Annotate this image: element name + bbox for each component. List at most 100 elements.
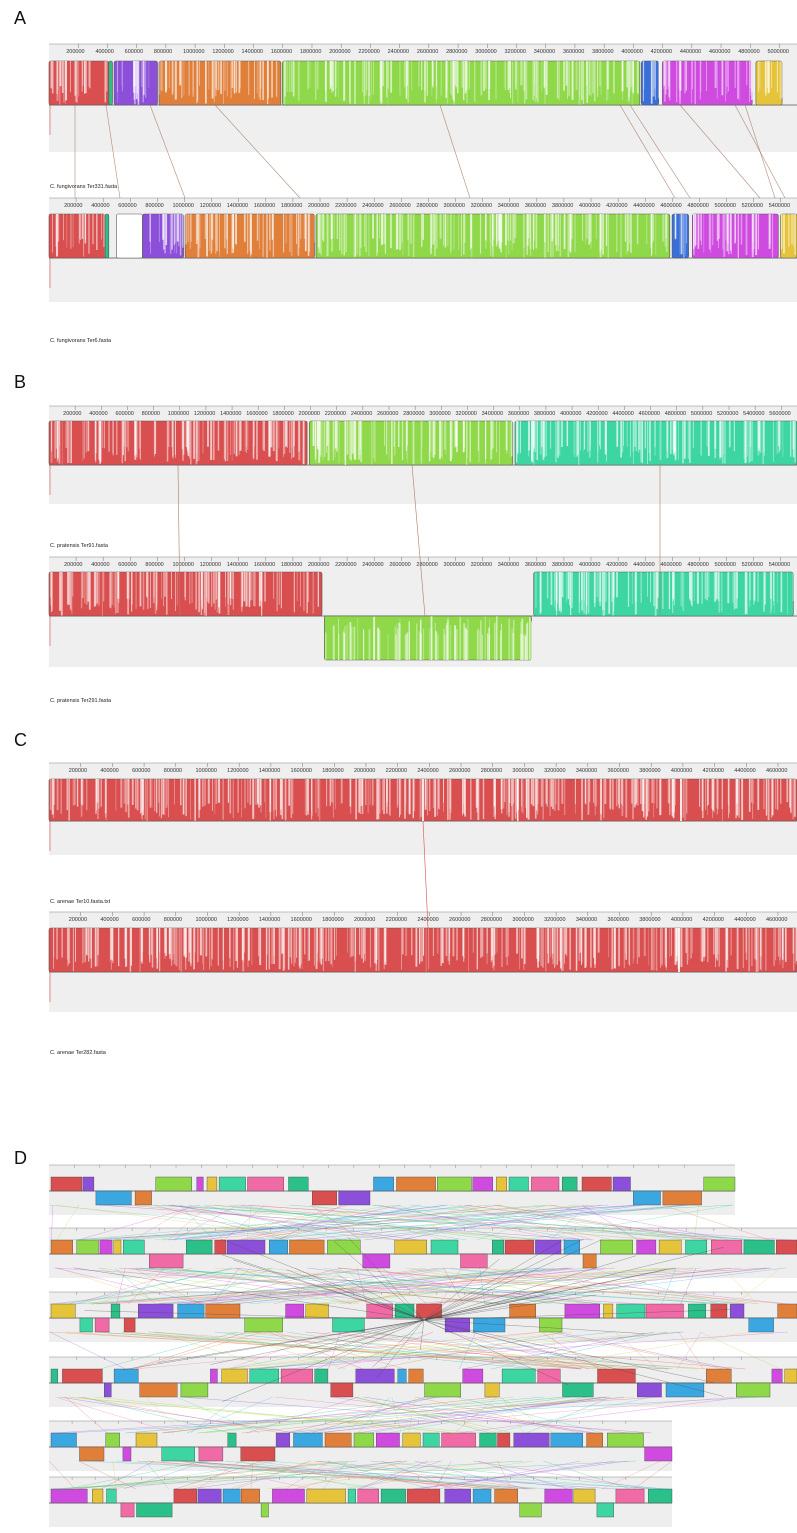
tick-label: 3800000 [592,49,613,55]
lcb-connector [408,1396,416,1434]
similarity-line [646,779,649,817]
similarity-line [476,928,478,970]
similarity-line [334,421,337,449]
lcb-connector [210,1319,425,1365]
similarity-line [218,572,221,614]
lcb-connector [381,1460,454,1490]
similarity-line [211,214,213,253]
lcb-block [362,1253,391,1269]
similarity-line [493,779,496,807]
similarity-line [372,421,374,459]
similarity-line [794,214,796,255]
similarity-line [638,928,640,958]
similarity-line [764,61,767,93]
similarity-line [645,779,647,820]
similarity-line [105,779,107,821]
similarity-line [223,61,224,104]
similarity-line [492,928,494,968]
similarity-line [781,61,783,98]
lcb-connector [363,1396,596,1434]
similarity-line [304,928,306,955]
similarity-line [621,421,624,453]
similarity-line [219,214,220,257]
similarity-line [198,779,200,818]
similarity-line [530,779,533,805]
similarity-line [597,61,599,98]
lcb-block [79,1317,93,1333]
tick-label: 4600000 [660,562,681,568]
lcb-block [327,1239,361,1255]
similarity-line [326,421,329,446]
similarity-line [367,779,369,814]
similarity-line [638,421,640,453]
lcb-connector [88,1267,671,1305]
similarity-line [586,61,589,103]
similarity-line [490,214,492,256]
similarity-line [309,61,311,88]
similarity-line [213,572,215,604]
similarity-line [386,779,388,814]
similarity-line [407,214,409,240]
similarity-line [636,779,638,804]
similarity-line [495,620,497,660]
similarity-line [122,421,124,456]
similarity-line [89,61,91,89]
tick-label: 1600000 [246,411,267,417]
similarity-line [164,779,166,815]
similarity-line [80,779,83,817]
similarity-line [450,61,453,96]
similarity-line [643,779,645,818]
similarity-line [689,572,692,601]
similarity-line [75,61,77,96]
similarity-line [636,928,638,964]
similarity-line [362,928,364,963]
similarity-line [226,421,229,461]
similarity-line [250,214,252,254]
similarity-line [357,617,359,660]
similarity-line [438,779,440,810]
similarity-line [447,619,449,660]
similarity-line [766,61,768,88]
tick-label: 4800000 [687,562,708,568]
similarity-line [561,928,563,971]
similarity-line [205,572,206,610]
similarity-line [475,779,478,808]
lcb-connector [286,1396,625,1434]
similarity-line [72,928,74,972]
similarity-line [84,572,86,604]
lcb-connector [184,1460,512,1490]
tick-label: 2600000 [449,768,470,774]
lcb-connector [423,1282,646,1321]
genome-name: C. pratensis Ter291.fasta [50,698,112,704]
similarity-line [570,572,573,609]
similarity-line [232,779,234,818]
similarity-line [477,779,480,820]
similarity-line [189,572,191,605]
lcb-block [662,1190,702,1206]
similarity-line [141,61,143,87]
similarity-line [98,572,100,606]
similarity-line [196,421,199,462]
similarity-line [178,214,180,247]
similarity-line [564,928,567,955]
similarity-line [434,622,436,660]
lcb-connector [176,1267,409,1305]
tick-label: 3800000 [639,917,660,923]
similarity-line [620,214,622,258]
similarity-line [56,779,59,811]
similarity-line [312,572,315,614]
lcb-connector [52,1396,664,1434]
similarity-line [418,61,420,87]
similarity-line [428,928,430,970]
lcb-block [514,420,797,466]
similarity-line [794,421,796,463]
lcb-block [444,1488,471,1504]
similarity-line [597,928,600,953]
similarity-line [679,61,681,104]
similarity-line [451,421,453,459]
similarity-line [557,779,560,811]
tick-label: 600000 [115,411,133,417]
similarity-line [316,61,319,90]
similarity-line [495,61,497,100]
similarity-line [755,928,758,972]
